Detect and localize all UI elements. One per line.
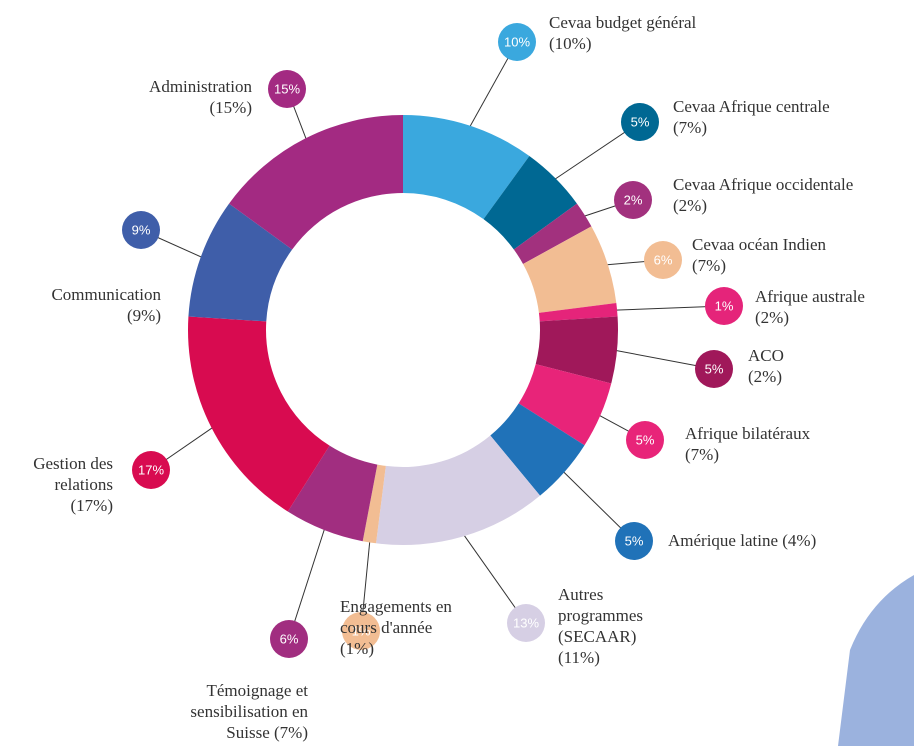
category-label: Communication (9%): [1, 284, 161, 326]
category-label: Cevaa budget général (10%): [549, 12, 789, 54]
category-note: (15%): [92, 97, 252, 118]
category-note: (17%): [13, 495, 113, 516]
category-name: Administration: [149, 77, 252, 96]
category-name: Gestion des relations: [33, 454, 113, 494]
value-label: 5%: [625, 534, 644, 549]
category-label: Cevaa Afrique occidentale (2%): [673, 174, 913, 216]
category-name: Témoignage et sensibilisation: [190, 681, 308, 721]
category-name: Cevaa océan Indien: [692, 235, 826, 254]
category-name: Amérique latine: [668, 531, 778, 550]
category-label: Cevaa Afrique centrale (7%): [673, 96, 913, 138]
category-note: (10%): [549, 33, 789, 54]
category-note: (2%): [748, 366, 908, 387]
category-label: Afrique australe (2%): [755, 286, 914, 328]
category-name: Afrique australe: [755, 287, 865, 306]
category-note: (7%): [692, 255, 912, 276]
category-name: Cevaa Afrique occidentale: [673, 175, 853, 194]
category-label: ACO (2%): [748, 345, 908, 387]
value-label: 9%: [132, 223, 151, 238]
value-label: 13%: [513, 616, 539, 631]
category-note: (1%): [340, 638, 480, 659]
category-note: (2%): [673, 195, 913, 216]
category-label: Amérique latine (4%): [668, 530, 908, 551]
category-name: Communication: [51, 285, 161, 304]
value-label: 1%: [715, 299, 734, 314]
category-note: (2%): [755, 307, 914, 328]
value-label: 5%: [631, 115, 650, 130]
category-note: (7%): [673, 117, 913, 138]
category-note: (7%): [685, 444, 905, 465]
page: 10%5%2%6%1%5%5%5%13%1%6%17%9%15% Cevaa b…: [0, 0, 914, 746]
category-label: Afrique bilatéraux (7%): [685, 423, 905, 465]
category-label: Autres programmes (SECAAR) (11%): [558, 584, 678, 668]
value-label: 10%: [504, 35, 530, 50]
value-label: 6%: [280, 632, 299, 647]
value-label: 6%: [654, 253, 673, 268]
category-note: (11%): [558, 647, 678, 668]
category-name: Afrique bilatéraux: [685, 424, 810, 443]
category-label: Gestion des relations (17%): [13, 453, 113, 516]
category-name: Engagements en cours d'année: [340, 597, 452, 637]
category-label: Administration (15%): [92, 76, 252, 118]
category-label: Cevaa océan Indien (7%): [692, 234, 912, 276]
category-label: Témoignage et sensibilisation en Suisse …: [168, 680, 308, 743]
category-note: (4%): [782, 531, 816, 550]
value-label: 2%: [624, 193, 643, 208]
category-name: Cevaa budget général: [549, 13, 696, 32]
value-label: 17%: [138, 463, 164, 478]
category-label: Engagements en cours d'année (1%): [340, 596, 480, 659]
category-name: ACO: [748, 346, 784, 365]
category-name: Cevaa Afrique centrale: [673, 97, 830, 116]
category-name: Autres programmes (SECAAR): [558, 585, 643, 646]
value-label: 5%: [705, 362, 724, 377]
value-label: 5%: [636, 433, 655, 448]
photo-decoration: [838, 575, 914, 746]
value-label: 15%: [274, 82, 300, 97]
category-note: (9%): [1, 305, 161, 326]
